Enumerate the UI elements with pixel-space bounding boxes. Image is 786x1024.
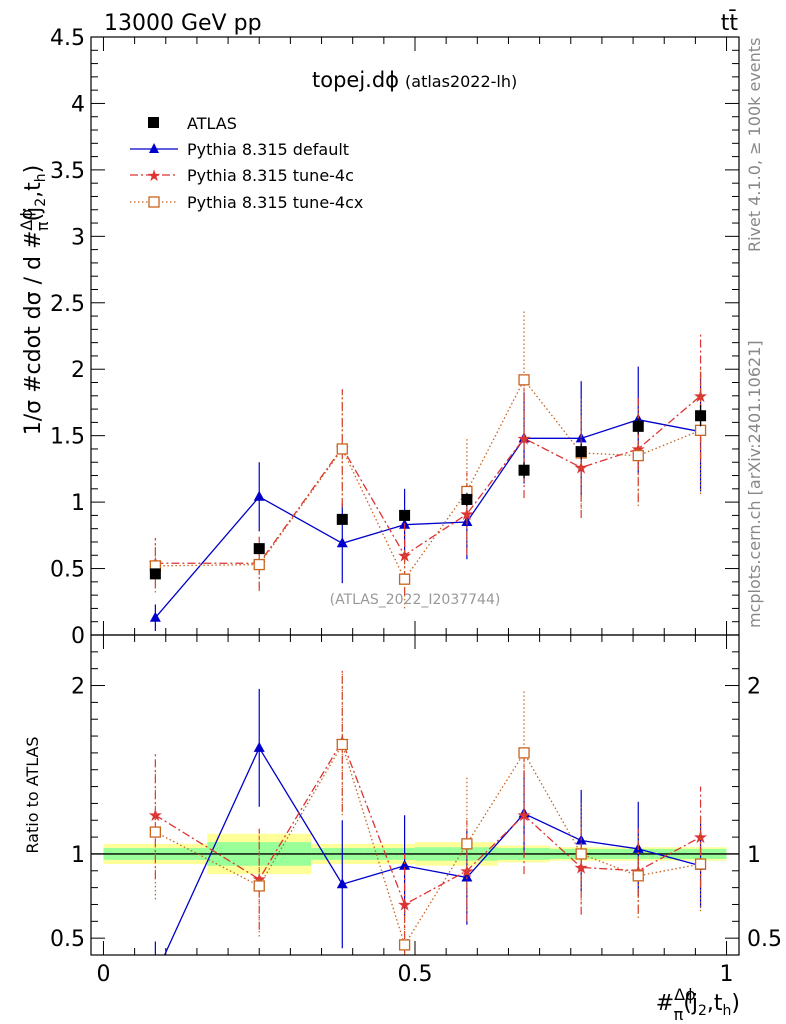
x-tick-label: 0 xyxy=(96,962,110,987)
main-point-atlas xyxy=(461,493,473,505)
ratio-point-tune4cx xyxy=(694,858,707,870)
ratio-series-tune4c: ★★★★★★★★★ xyxy=(148,670,708,955)
main-y-tick-label: 1 xyxy=(71,491,85,516)
ratio-point-default xyxy=(399,859,411,870)
main-point-atlas xyxy=(575,446,587,458)
main-y-tick-label: 3 xyxy=(71,225,85,250)
main-y-tick-label: 0.5 xyxy=(50,558,85,583)
main-point-atlas xyxy=(632,420,644,432)
ratio-point-tune4cx xyxy=(149,826,162,838)
watermark: (ATLAS_2022_I2037744) xyxy=(330,592,501,608)
ratio-y-tick-label-right: 0.5 xyxy=(747,927,782,952)
ratio-point-default xyxy=(336,878,348,889)
ratio-point-default xyxy=(253,741,265,752)
ratio-point-tune4cx xyxy=(398,939,411,951)
main-y-tick-label: 4.5 xyxy=(50,26,85,51)
legend-marker-tune4c: ★ xyxy=(147,166,161,185)
ratio-y-tick-label-right: 1 xyxy=(747,843,761,868)
ratio-point-tune4cx xyxy=(461,838,473,850)
legend-label-atlas: ATLAS xyxy=(187,114,237,133)
main-point-tune4cx xyxy=(253,558,265,571)
header-left: 13000 GeV pp xyxy=(104,11,262,36)
main-point-tune4c: ★ xyxy=(459,505,474,525)
main-y-tick-label: 4 xyxy=(71,92,85,117)
ratio-point-tune4cx xyxy=(575,848,587,860)
main-point-tune4cx xyxy=(518,374,530,386)
main-y-tick-label: 3.5 xyxy=(50,159,85,184)
ratio-point-tune4c: ★ xyxy=(459,862,474,882)
rivet-label: Rivet 4.1.0, ≥ 100k events xyxy=(745,38,764,252)
main-point-atlas xyxy=(336,513,348,525)
mcplots-label: mcplots.cern.ch [arXiv:2401.10621] xyxy=(745,340,764,628)
legend-label-tune4c: Pythia 8.315 tune-4c xyxy=(187,166,354,185)
main-y-tick-label: 2 xyxy=(71,358,85,383)
main-point-tune4cx xyxy=(694,424,707,437)
main-point-tune4cx xyxy=(398,573,411,585)
main-series-tune4cx xyxy=(149,310,707,609)
ratio-point-tune4cx xyxy=(253,880,265,892)
main-y-tick-label: 2.5 xyxy=(50,292,85,317)
plot-title: topej.dϕ (atlas2022-lh) xyxy=(312,68,517,92)
main-point-default xyxy=(336,537,348,548)
ratio-point-default xyxy=(150,969,161,979)
ratio-point-tune4cx xyxy=(336,738,348,751)
legend-marker-atlas xyxy=(148,117,159,128)
ratio-point-tune4c: ★ xyxy=(148,806,163,826)
ratio-line-tune4c xyxy=(155,739,701,906)
main-point-atlas xyxy=(253,543,265,555)
legend-marker-default xyxy=(149,143,159,153)
ratio-y-tick-label: 0.5 xyxy=(50,927,85,952)
main-series-atlas xyxy=(149,405,707,580)
ratio-point-tune4c: ★ xyxy=(397,895,412,915)
ratio-frame xyxy=(90,634,740,956)
main-point-atlas xyxy=(399,509,411,521)
main-plot: 00.511.522.533.544.5★★★★★★★★★ xyxy=(50,26,739,649)
main-point-tune4c: ★ xyxy=(516,429,531,449)
ratio-point-tune4cx xyxy=(632,870,644,882)
legend-marker-tune4cx xyxy=(148,196,160,208)
x-tick-label: 0.5 xyxy=(398,962,433,987)
ratio-point-tune4cx xyxy=(518,747,530,759)
ratio-series-tune4cx xyxy=(149,673,707,955)
legend: ATLAS Pythia 8.315 default ★ Pythia 8.31… xyxy=(130,114,363,212)
legend-label-tune4cx: Pythia 8.315 tune-4cx xyxy=(187,193,363,212)
x-axis-label: #Δϕ π(j2,th) xyxy=(656,985,740,1024)
ratio-y-tick-label: 1 xyxy=(71,843,85,868)
main-y-tick-label: 0 xyxy=(71,624,85,649)
main-series-tune4c: ★★★★★★★★★ xyxy=(148,332,708,596)
main-line-tune4c xyxy=(155,395,701,564)
main-point-atlas xyxy=(695,410,707,422)
header-right: tt̄ xyxy=(721,10,739,36)
ratio-y-tick-label: 2 xyxy=(71,675,85,700)
main-line-default xyxy=(154,419,701,619)
main-line-tune4cx xyxy=(155,378,701,581)
main-point-default xyxy=(149,611,161,622)
ratio-y-axis-label: Ratio to ATLAS xyxy=(23,736,42,853)
ratio-y-tick-label-right: 2 xyxy=(747,675,761,700)
x-tick-label: 1 xyxy=(720,962,734,987)
main-point-atlas xyxy=(518,464,530,476)
main-point-atlas xyxy=(149,568,161,580)
main-point-default xyxy=(253,490,265,501)
legend-label-default: Pythia 8.315 default xyxy=(187,140,349,159)
main-point-tune4cx xyxy=(632,449,644,462)
main-y-tick-label: 1.5 xyxy=(50,425,85,450)
main-point-tune4cx xyxy=(336,443,348,455)
y-axis-label: 1/σ #cdot dσ / d #Δϕπ(j2,th) xyxy=(17,165,52,435)
